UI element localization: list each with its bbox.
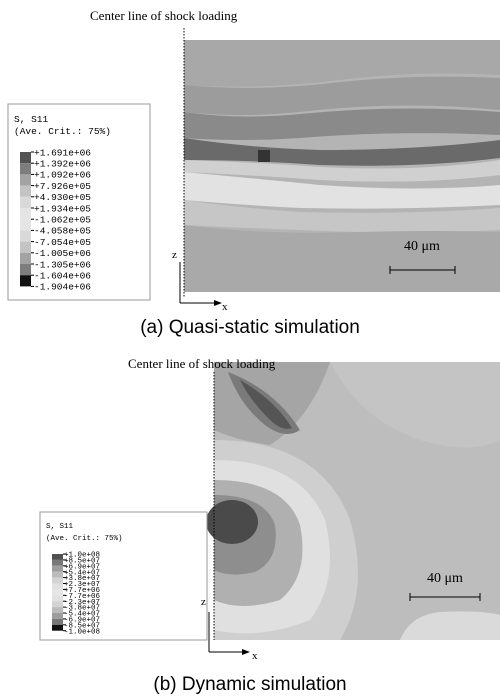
legend-swatch bbox=[52, 595, 63, 601]
legend-swatch bbox=[52, 578, 63, 584]
figure: Center line of shock loadingS, S11(Ave. … bbox=[0, 0, 500, 696]
legend-label: -1.005e+06 bbox=[34, 248, 91, 259]
legend-swatch bbox=[52, 589, 63, 595]
legend-swatch bbox=[52, 560, 63, 566]
legend-swatch bbox=[52, 619, 63, 625]
legend-swatch bbox=[20, 242, 31, 253]
x-axis-label: x bbox=[222, 301, 228, 313]
legend-swatch bbox=[20, 174, 31, 185]
legend-swatch bbox=[52, 613, 63, 619]
legend-label: -1.604e+06 bbox=[34, 271, 91, 282]
legend-title: S, S11 bbox=[46, 523, 74, 531]
legend-swatch bbox=[52, 607, 63, 613]
caption: (b) Dynamic simulation bbox=[153, 674, 346, 695]
contour-plot-b bbox=[206, 362, 500, 640]
x-arrow bbox=[214, 300, 222, 306]
legend-swatch bbox=[20, 230, 31, 241]
legend-label: +1.392e+06 bbox=[34, 159, 91, 170]
legend-swatch bbox=[20, 152, 31, 163]
legend-label: +1.934e+05 bbox=[34, 203, 91, 214]
legend-label: +7.926e+05 bbox=[34, 181, 91, 192]
legend-label: -1.305e+06 bbox=[34, 259, 91, 270]
legend-swatch bbox=[52, 584, 63, 590]
scale-label: 40 μm bbox=[404, 239, 440, 254]
legend-title: S, S11 bbox=[14, 114, 49, 125]
centerline-label: Center line of shock loading bbox=[128, 356, 276, 371]
legend-swatch bbox=[52, 601, 63, 607]
legend-swatch bbox=[20, 208, 31, 219]
legend-swatch bbox=[20, 219, 31, 230]
legend-swatch bbox=[20, 253, 31, 264]
legend-swatch bbox=[52, 572, 63, 578]
legend-label: -4.058e+05 bbox=[34, 226, 91, 237]
legend-label: -1.904e+06 bbox=[34, 282, 91, 293]
scale-label: 40 μm bbox=[427, 571, 463, 586]
legend-swatch bbox=[52, 625, 63, 631]
legend-swatch bbox=[20, 186, 31, 197]
caption: (a) Quasi-static simulation bbox=[140, 317, 360, 338]
legend-swatch bbox=[20, 163, 31, 174]
legend-label: +1.691e+06 bbox=[34, 147, 91, 158]
legend-label: -1.062e+05 bbox=[34, 215, 91, 226]
legend-swatch bbox=[52, 554, 63, 560]
x-arrow bbox=[242, 649, 250, 655]
legend-swatch bbox=[20, 264, 31, 275]
legend-label: +1.092e+06 bbox=[34, 170, 91, 181]
centerline-label: Center line of shock loading bbox=[90, 8, 238, 23]
legend-label: +4.930e+05 bbox=[34, 192, 91, 203]
legend-subtitle: (Ave. Crit.: 75%) bbox=[46, 535, 123, 543]
legend-label: -1.0e+08 bbox=[64, 628, 100, 636]
z-axis-label: z bbox=[172, 249, 177, 261]
legend-swatch bbox=[20, 275, 31, 286]
contour-plot-a bbox=[184, 40, 500, 292]
legend-label: -7.054e+05 bbox=[34, 237, 91, 248]
z-axis-label: z bbox=[201, 596, 206, 608]
legend-subtitle: (Ave. Crit.: 75%) bbox=[14, 126, 111, 137]
legend-swatch bbox=[20, 197, 31, 208]
x-axis-label: x bbox=[252, 650, 258, 662]
legend-swatch bbox=[52, 566, 63, 572]
